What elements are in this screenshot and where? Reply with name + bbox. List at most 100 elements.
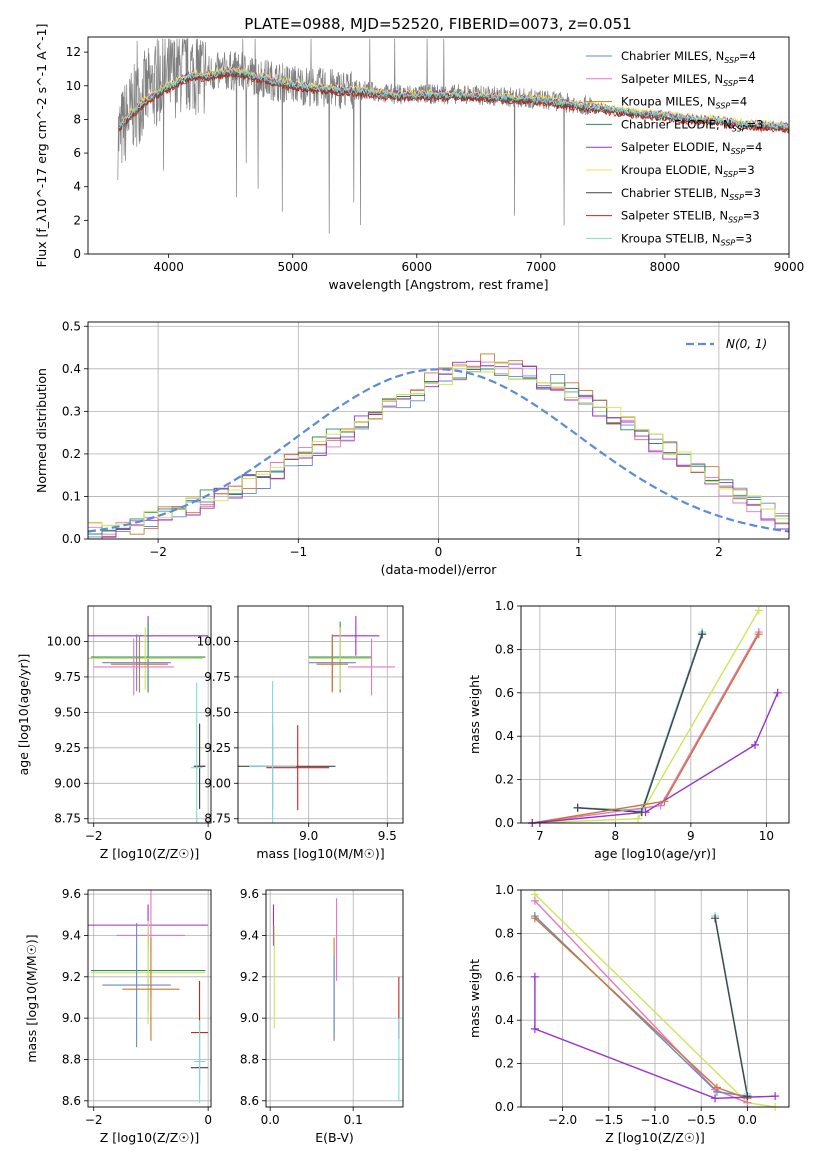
weight-marker xyxy=(754,630,763,639)
weight-marker xyxy=(530,914,539,923)
weight-line-1 xyxy=(577,633,703,813)
legend-label: Kroupa MILES, NSSP=4 xyxy=(621,95,747,111)
y-axis-label: age [log10(age/yr)] xyxy=(16,654,31,776)
weight-marker xyxy=(641,808,650,817)
y-tick-label: 9.25 xyxy=(54,741,81,755)
y-tick-label: 9.6 xyxy=(240,887,259,901)
legend-label: Kroupa STELIB, NSSP=3 xyxy=(621,231,752,247)
plot-area-mass-weight-vs-age xyxy=(532,609,779,823)
y-tick-label: 8.6 xyxy=(240,1094,259,1108)
histogram-4 xyxy=(88,360,789,539)
x-axis-label: (data-model)/error xyxy=(381,562,498,577)
model-line-7 xyxy=(118,70,789,134)
axes-mass-weight-vs-Z: −2.0 −1.5 −1.0 −0.5 0.0 0.0 0.2 0.4 0.6 0.8 1.0 Z [… xyxy=(467,883,790,1145)
x-tick-label: 9.5 xyxy=(378,829,397,843)
x-tick-label: 0 xyxy=(435,545,443,559)
y-tick-label: 0.8 xyxy=(495,926,514,940)
weight-marker xyxy=(530,1024,539,1033)
weight-marker xyxy=(712,1083,721,1092)
axes-mass-weight-vs-age: 7 8 9 10 0.0 0.2 0.4 0.6 0.8 1.0 age [log10(age/yr… xyxy=(467,599,790,861)
histogram-5 xyxy=(88,361,789,527)
x-tick-label: 0.0 xyxy=(738,1113,757,1127)
weight-line-6 xyxy=(714,918,749,1097)
normal-curve xyxy=(88,368,789,533)
y-tick-label: 4 xyxy=(73,180,81,194)
weight-line-4 xyxy=(532,631,760,823)
x-axis-label: Z [log10(Z/Z☉)] xyxy=(100,846,200,861)
y-tick-label: 6 xyxy=(73,146,81,160)
y-tick-label: 9.50 xyxy=(54,705,81,719)
axes-frame xyxy=(87,889,212,1108)
x-tick-label: 6000 xyxy=(402,260,433,274)
plot-area-mass-vs-EBV xyxy=(272,898,400,1101)
y-tick-label: 0.0 xyxy=(62,532,81,546)
weight-line-2 xyxy=(577,633,703,813)
y-tick-label: 10.00 xyxy=(47,634,81,648)
y-tick-label: 9.6 xyxy=(62,887,81,901)
y-tick-label: 0.2 xyxy=(62,447,81,461)
x-tick-label: −2 xyxy=(149,545,167,559)
plot-area-age-vs-mass xyxy=(238,615,396,823)
weight-line-6 xyxy=(532,692,779,823)
axes-age-vs-mass: 9.0 9.5 8.75 9.00 9.25 9.50 9.75 10.00 mass [log… xyxy=(197,605,404,861)
y-axis-label: Normed distribution xyxy=(34,368,49,493)
x-tick-label: 9 xyxy=(687,829,695,843)
x-tick-label: 2 xyxy=(715,545,723,559)
y-tick-label: 0.4 xyxy=(495,729,514,743)
y-tick-label: 9.0 xyxy=(240,1011,259,1025)
axes-mass-vs-EBV: 0.0 0.1 8.6 8.8 9.0 9.2 9.4 9.6 E(B-V) xyxy=(240,887,404,1145)
y-tick-label: 0.5 xyxy=(62,319,81,333)
y-tick-label: 9.25 xyxy=(204,741,231,755)
x-tick-label: −0.5 xyxy=(687,1113,716,1127)
x-tick-label: −1 xyxy=(289,545,307,559)
y-tick-label: 0.6 xyxy=(495,970,514,984)
y-tick-label: 0.0 xyxy=(495,816,514,830)
plot-area-residuals xyxy=(88,353,789,539)
weight-line-5 xyxy=(532,633,760,823)
y-tick-label: 9.75 xyxy=(204,670,231,684)
axes-spectrum: 4000 5000 6000 7000 8000 9000 0 2 4 6 8 10 12 wavelen… xyxy=(34,24,804,292)
y-tick-label: 0.2 xyxy=(495,1057,514,1071)
y-tick-label: 8.75 xyxy=(54,812,81,826)
spectrum-legend: Chabrier MILES, NSSP=4 Salpeter MILES, NS… xyxy=(586,49,763,247)
x-axis-label: mass [log10(M/M☉)] xyxy=(256,846,384,861)
x-tick-label: 4000 xyxy=(153,260,184,274)
y-axis-label: Flux [f_λ10^-17 erg cm^-2 s^-1 A^-1] xyxy=(34,24,49,268)
weight-marker xyxy=(711,1094,720,1103)
x-tick-label: 10 xyxy=(759,829,774,843)
weight-marker xyxy=(771,1092,780,1101)
y-tick-label: 9.75 xyxy=(54,670,81,684)
weight-line-4 xyxy=(534,976,776,1100)
y-tick-label: 2 xyxy=(73,213,81,227)
axes-frame xyxy=(237,605,404,824)
y-tick-label: 9.00 xyxy=(54,776,81,790)
x-tick-label: −2 xyxy=(85,1113,103,1127)
y-tick-label: 0.4 xyxy=(62,362,81,376)
axes-frame xyxy=(87,605,212,824)
legend-label: Chabrier STELIB, NSSP=3 xyxy=(621,186,761,202)
y-tick-label: 9.4 xyxy=(240,928,259,942)
weight-marker xyxy=(754,606,763,615)
axes-frame xyxy=(520,605,790,824)
x-tick-label: −2 xyxy=(85,829,103,843)
axes-frame xyxy=(520,889,790,1108)
legend-label: Salpeter MILES, NSSP=4 xyxy=(621,72,755,88)
plot-area-mass-vs-Z xyxy=(88,890,209,1103)
y-axis-label: mass weight xyxy=(467,675,482,754)
x-tick-label: 9000 xyxy=(774,260,805,274)
weight-marker xyxy=(530,972,539,981)
weight-marker xyxy=(530,896,539,905)
y-tick-label: 10.00 xyxy=(197,634,231,648)
y-tick-label: 8 xyxy=(73,112,81,126)
x-axis-label: wavelength [Angstrom, rest frame] xyxy=(328,277,548,292)
axes-residuals: −2 −1 0 1 2 0.0 0.1 0.2 0.3 0.4 0.5 (data-model)/er… xyxy=(34,319,790,577)
y-tick-label: 9.2 xyxy=(240,970,259,984)
y-tick-label: 9.2 xyxy=(62,970,81,984)
x-tick-label: 5000 xyxy=(277,260,308,274)
y-tick-label: 0.2 xyxy=(495,773,514,787)
legend-label: Kroupa ELODIE, NSSP=3 xyxy=(621,163,755,179)
x-tick-label: −2.0 xyxy=(548,1113,577,1127)
y-tick-label: 8.8 xyxy=(240,1052,259,1066)
weight-marker xyxy=(634,814,643,823)
